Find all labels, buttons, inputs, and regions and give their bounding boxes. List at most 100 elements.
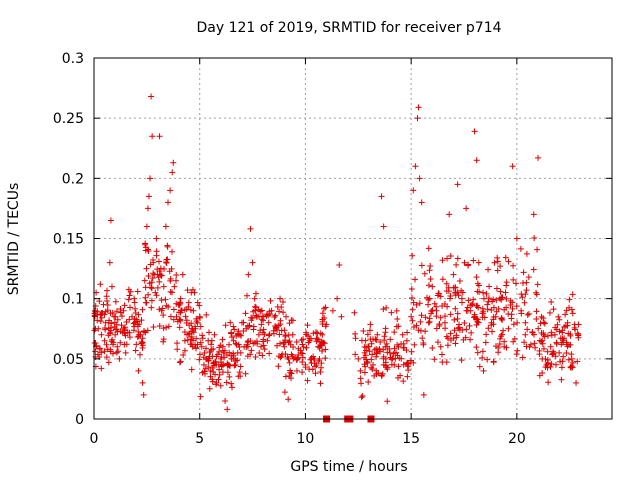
data-point: [156, 323, 163, 330]
data-point: [435, 290, 442, 297]
data-point: [501, 338, 508, 345]
data-point: [169, 248, 176, 255]
data-point: [367, 321, 374, 328]
data-point: [503, 344, 510, 351]
data-point: [266, 350, 273, 357]
data-point: [399, 331, 406, 338]
data-point: [112, 298, 119, 305]
data-point: [103, 354, 110, 361]
data-point: [373, 367, 380, 374]
data-point: [479, 354, 486, 361]
y-tick-label: 0.1: [62, 292, 84, 308]
data-point: [469, 300, 476, 307]
data-point: [568, 351, 575, 358]
data-point: [395, 363, 402, 370]
data-point: [473, 344, 480, 351]
data-point: [412, 276, 419, 283]
data-point: [281, 327, 288, 334]
data-point: [426, 267, 433, 274]
data-point: [544, 332, 551, 339]
data-point: [244, 343, 251, 350]
data-point: [289, 317, 296, 324]
data-point: [277, 354, 284, 361]
data-point: [230, 355, 237, 362]
data-point: [476, 363, 483, 370]
data-point: [236, 369, 243, 376]
data-point: [534, 281, 541, 288]
data-point: [556, 349, 563, 356]
data-point: [497, 288, 504, 295]
data-point: [132, 319, 139, 326]
data-point: [94, 312, 101, 319]
data-point: [559, 329, 566, 336]
data-point: [196, 351, 203, 358]
data-point: [228, 380, 235, 387]
data-point: [170, 316, 177, 323]
data-point: [524, 326, 531, 333]
data-point: [319, 347, 326, 354]
data-point: [203, 311, 210, 318]
data-point: [480, 289, 487, 296]
data-point: [369, 351, 376, 358]
data-point: [132, 347, 139, 354]
data-point: [550, 349, 557, 356]
data-point: [547, 343, 554, 350]
data-point: [559, 335, 566, 342]
data-point: [412, 163, 419, 170]
data-point: [139, 306, 146, 313]
data-point: [243, 292, 250, 299]
data-point: [408, 313, 415, 320]
data-point: [503, 282, 510, 289]
data-point: [558, 376, 565, 383]
data-point: [145, 193, 152, 200]
data-point: [188, 325, 195, 332]
data-point: [147, 175, 154, 182]
data-point: [416, 175, 423, 182]
data-point: [300, 336, 307, 343]
data-point: [105, 359, 112, 366]
data-point: [162, 223, 169, 230]
data-point: [533, 316, 540, 323]
data-point: [473, 321, 480, 328]
data-point: [380, 306, 387, 313]
data-point: [271, 313, 278, 320]
data-point: [446, 211, 453, 218]
data-point: [391, 345, 398, 352]
data-point: [167, 277, 174, 284]
data-point: [299, 358, 306, 365]
data-point: [106, 330, 113, 337]
data-point: [277, 295, 284, 302]
data-point: [121, 341, 128, 348]
data-point: [386, 345, 393, 352]
data-point: [282, 373, 289, 380]
data-point: [302, 364, 309, 371]
data-point: [158, 272, 165, 279]
data-point: [512, 280, 519, 287]
data-point: [103, 297, 110, 304]
data-point: [223, 379, 230, 386]
data-point: [564, 322, 571, 329]
data-point: [115, 348, 122, 355]
data-point: [142, 294, 149, 301]
data-point: [205, 364, 212, 371]
data-point: [222, 322, 229, 329]
data-point: [468, 329, 475, 336]
data-point: [533, 289, 540, 296]
data-point: [377, 339, 384, 346]
data-point: [197, 339, 204, 346]
data-point: [390, 350, 397, 357]
data-point: [107, 217, 114, 224]
data-point: [560, 353, 567, 360]
data-point: [208, 341, 215, 348]
data-point: [574, 358, 581, 365]
data-point: [489, 298, 496, 305]
data-point: [300, 344, 307, 351]
data-point: [461, 319, 468, 326]
data-point: [415, 327, 422, 334]
data-point: [155, 258, 162, 265]
data-point: [103, 341, 110, 348]
data-point: [503, 295, 510, 302]
data-point: [466, 322, 473, 329]
data-point: [98, 331, 105, 338]
data-point: [101, 337, 108, 344]
